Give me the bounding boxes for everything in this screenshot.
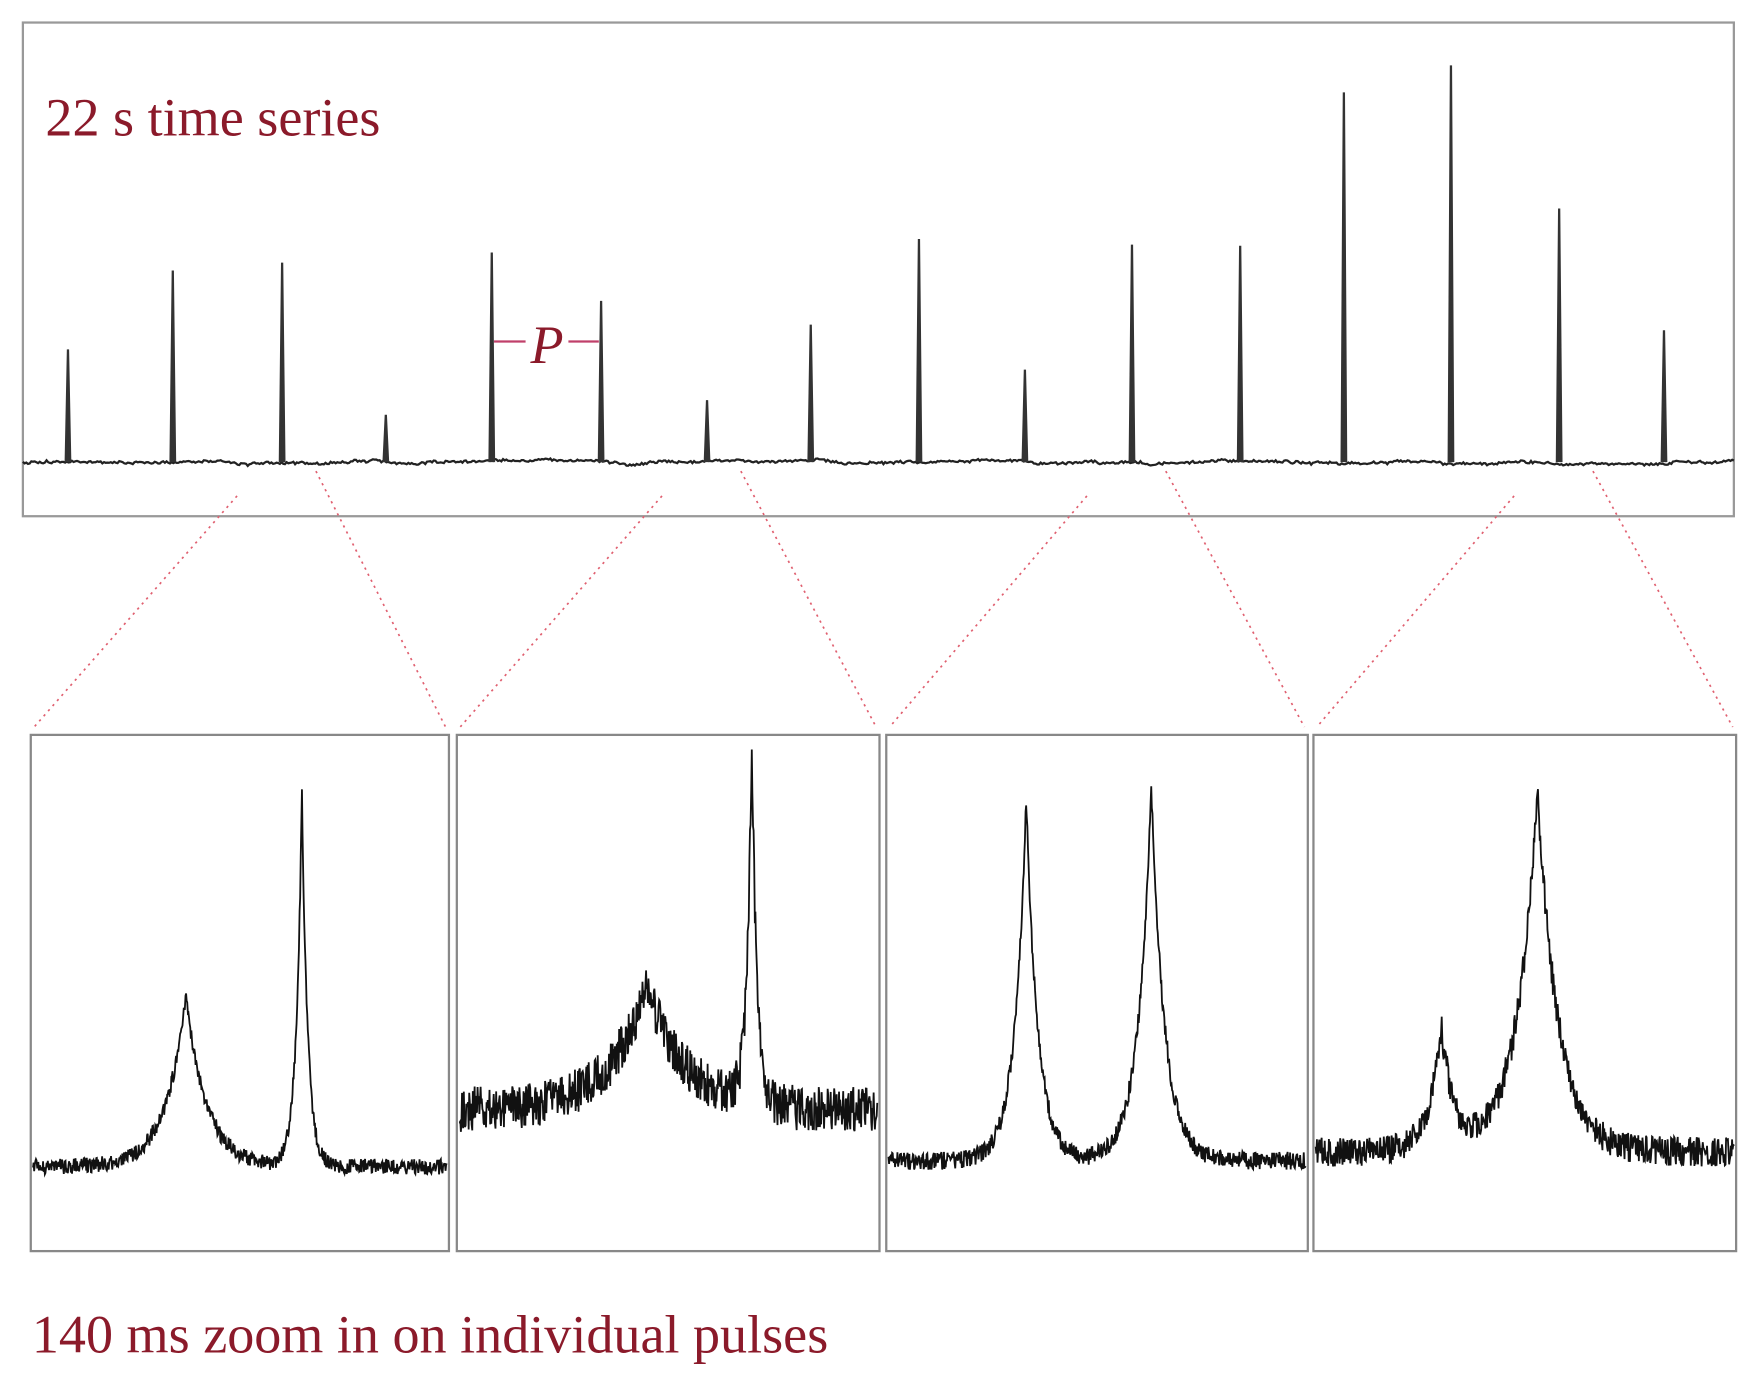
pulse-spike xyxy=(1021,369,1029,463)
pulse-spike xyxy=(703,400,711,463)
pulse-spike xyxy=(807,324,815,463)
pulse-spike xyxy=(1447,65,1455,463)
baseline-trace xyxy=(22,457,1735,468)
pulse-spike xyxy=(382,414,390,463)
pulse-spike xyxy=(1555,208,1563,463)
pulse-spike xyxy=(915,238,923,463)
zoom-guide xyxy=(315,470,447,728)
zoom-guides xyxy=(33,470,1734,728)
zoom-guide xyxy=(33,495,238,728)
zoom-frame xyxy=(885,733,1309,1253)
pulse-spike xyxy=(597,300,605,463)
zoom-guide xyxy=(740,470,877,728)
zoom-frame xyxy=(455,733,881,1253)
zoom-trace xyxy=(32,789,448,1178)
zoom-guide xyxy=(889,495,1088,728)
time-series-frame xyxy=(21,21,1735,518)
pulse-spike xyxy=(488,252,496,463)
zoom-frame xyxy=(29,733,451,1253)
period-label: P xyxy=(529,315,563,375)
pulse-spike xyxy=(1128,244,1136,463)
zoom-trace xyxy=(458,749,879,1132)
pulse-spike xyxy=(1660,330,1668,463)
zoom-frame xyxy=(1312,733,1738,1253)
zoom-guide xyxy=(1316,495,1515,728)
pulse-spike xyxy=(1340,92,1348,463)
zoom-panels xyxy=(29,733,1738,1253)
zoom-guide xyxy=(1592,470,1734,728)
time-series-trace xyxy=(22,65,1735,468)
period-marker: P xyxy=(494,315,599,375)
pulse-spike xyxy=(278,262,286,463)
time-series-title: 22 s time series xyxy=(45,87,380,147)
pulse-spike xyxy=(64,349,72,463)
zoom-guide xyxy=(459,495,663,728)
zoom-trace xyxy=(1314,788,1735,1168)
zoom-trace xyxy=(887,786,1307,1172)
zoom-guide xyxy=(1165,470,1306,728)
pulse-spike xyxy=(169,270,177,463)
zoom-caption: 140 ms zoom in on individual pulses xyxy=(32,1305,828,1365)
pulse-spike xyxy=(1236,245,1244,463)
